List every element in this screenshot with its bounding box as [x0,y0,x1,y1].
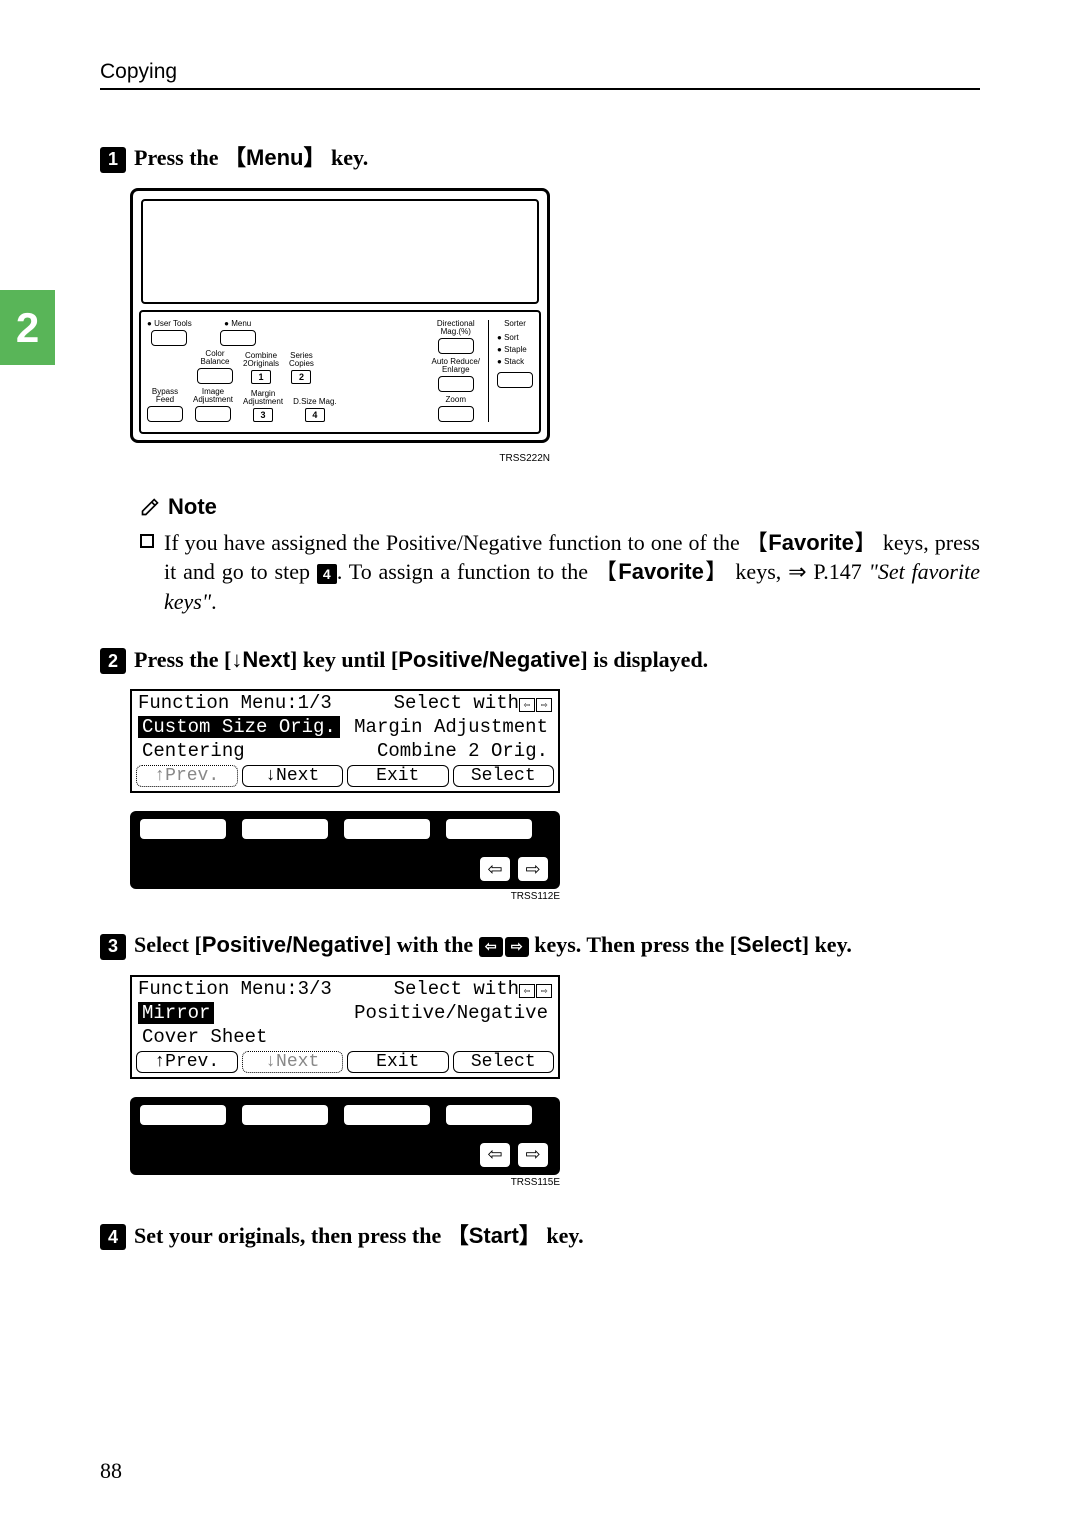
note-icon [140,497,160,517]
panel-stack: ● Stack [497,356,533,368]
panel-sorter: Sorter [497,320,533,328]
lcd1-exit-key: Exit [347,765,449,787]
step-2: 2 Press the [↓Next] key until [Positive/… [100,647,980,903]
lcd-screen-2: Function Menu:3/3 Select with⇦⇨ Mirror P… [130,975,560,1079]
lcd2-header-r: Select with⇦⇨ [394,978,552,1000]
panel-button [438,376,474,392]
step-3-text: Select [Positive/Negative] with the ⇦⇨ k… [134,932,852,958]
step-4-number: 4 [100,1224,126,1250]
lcd2-cover-sheet: Cover Sheet [138,1026,271,1048]
diagram-code-3: TRSS115E [130,1177,560,1188]
panel-combine: Combine 2Originals [243,352,279,368]
page-content: Copying 1 Press the 【Menu】 key. Us [0,0,1080,1320]
left-arrow-icon: ⇦ [479,937,503,957]
hw-key [242,1105,328,1125]
note-text: If you have assigned the Positive/Negati… [164,528,980,617]
panel-num-1: 1 [251,370,271,384]
step-3: 3 Select [Positive/Negative] with the ⇦⇨… [100,932,980,1188]
lcd1-combine: Combine 2 Orig. [373,740,552,762]
lcd2-mirror: Mirror [138,1002,214,1024]
lcd1-margin-adj: Margin Adjustment [350,716,552,738]
hw-left-arrow: ⇦ [480,857,510,881]
panel-button [438,338,474,354]
lcd1-centering: Centering [138,740,249,762]
note-bullet-icon [140,534,154,548]
lcd1-next-key: ↓Next [242,765,344,787]
lcd-screen-1: Function Menu:1/3 Select with⇦⇨ Custom S… [130,689,560,793]
panel-dir-mag: Directional Mag.(%) [437,320,475,336]
panel-button [147,406,183,422]
step-2-number: 2 [100,648,126,674]
lcd1-select-key: Select [453,765,555,787]
panel-image-adj: Image Adjustment [193,388,233,404]
panel-bypass: Bypass Feed [152,388,178,404]
lcd2-next-key: ↓Next [242,1051,344,1073]
panel-button [151,330,187,346]
step-1-text: Press the 【Menu】 key. [134,140,368,172]
lcd1-prev-key: ↑Prev. [136,765,238,787]
lcd2-exit-key: Exit [347,1051,449,1073]
lcd1-header-l: Function Menu:1/3 [138,692,332,714]
panel-num-2: 2 [291,370,311,384]
note-title: Note [168,494,217,520]
panel-button [438,406,474,422]
lcd1-header-r: Select with⇦⇨ [394,692,552,714]
hw-key [140,819,226,839]
panel-button [497,372,533,388]
panel-margin-adj: Margin Adjustment [243,390,283,406]
panel-user-tools: User Tools [147,320,192,328]
step-3-number: 3 [100,934,126,960]
hardware-keys-1: ⇦ ⇨ [130,811,560,889]
diagram-code-2: TRSS112E [130,891,560,902]
lcd2-select-key: Select [453,1051,555,1073]
header-title: Copying [100,60,980,84]
lcd2-pos-neg: Positive/Negative [350,1002,552,1024]
hw-key [446,1105,532,1125]
hw-key [344,819,430,839]
panel-menu: Menu [224,320,251,328]
step-1: 1 Press the 【Menu】 key. User Tools [100,140,980,464]
step-2-text: Press the [↓Next] key until [Positive/Ne… [134,647,708,673]
hw-right-arrow: ⇨ [518,857,548,881]
lcd2-prev-key: ↑Prev. [136,1051,238,1073]
hw-key [140,1105,226,1125]
note-section: Note If you have assigned the Positive/N… [140,494,980,617]
hw-key [446,819,532,839]
hw-key [344,1105,430,1125]
panel-num-4: 4 [305,408,325,422]
page-header: Copying [100,60,980,90]
panel-auto-reduce: Auto Reduce/ Enlarge [432,358,480,374]
lcd2-header-l: Function Menu:3/3 [138,978,332,1000]
panel-zoom: Zoom [446,396,466,404]
panel-num-3: 3 [253,408,273,422]
hardware-keys-2: ⇦ ⇨ [130,1097,560,1175]
hw-key [242,819,328,839]
right-arrow-icon: ⇨ [505,937,529,957]
panel-button [197,368,233,384]
hw-left-arrow: ⇦ [480,1143,510,1167]
panel-button [220,330,256,346]
panel-series: Series Copies [289,352,314,368]
panel-button [195,406,231,422]
panel-staple: ● Staple [497,344,533,356]
panel-color-balance: Color Balance [201,350,230,366]
lcd1-custom-size: Custom Size Orig. [138,716,340,738]
page-number: 88 [100,1458,122,1484]
step-1-number: 1 [100,147,126,173]
panel-sort: ● Sort [497,332,533,344]
control-panel-diagram: User Tools Menu [130,188,980,443]
hw-right-arrow: ⇨ [518,1143,548,1167]
diagram-code-1: TRSS222N [130,453,550,464]
panel-screen [141,199,539,304]
step-4: 4 Set your originals, then press the 【St… [100,1218,980,1251]
step-4-text: Set your originals, then press the 【Star… [134,1218,584,1250]
panel-dsize: D.Size Mag. [293,398,337,406]
